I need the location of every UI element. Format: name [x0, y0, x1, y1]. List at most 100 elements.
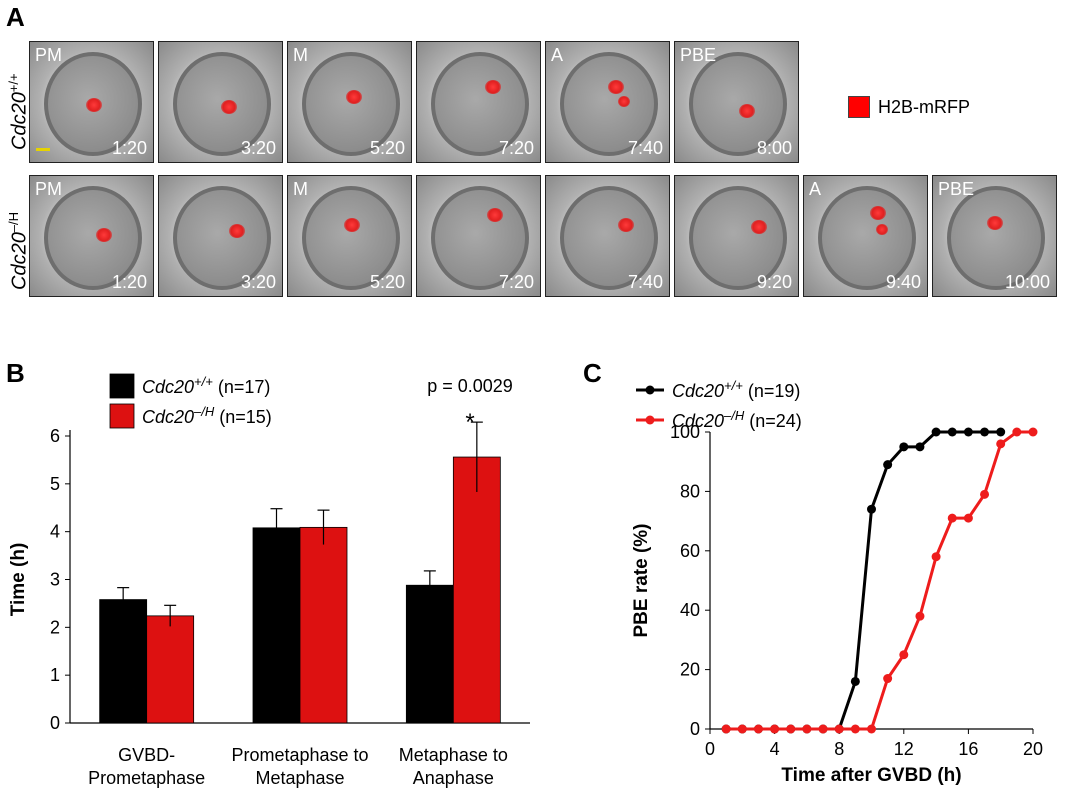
- series-point: [915, 442, 925, 452]
- y-tick-label: 6: [50, 426, 60, 446]
- x-category-label: Metaphase to: [399, 745, 508, 765]
- series-point: [721, 724, 731, 734]
- legend-swatch: [109, 373, 135, 399]
- stage-label: A: [809, 179, 822, 199]
- legend-label: Cdc20+/+ (n=19): [672, 378, 800, 401]
- timepoint-label: 7:20: [498, 138, 534, 158]
- row2-genotype-label: Cdc20–/H: [6, 212, 32, 290]
- x-tick-label: 8: [834, 739, 844, 759]
- stage-label: PBE: [938, 179, 975, 199]
- oocyte-cell: [431, 52, 529, 156]
- series-point: [996, 439, 1006, 449]
- panel-c-letter: C: [583, 358, 602, 388]
- legend-marker: [645, 385, 655, 395]
- oocyte-cell: [947, 186, 1045, 290]
- chromosome-signal: [618, 96, 630, 107]
- series-point: [980, 489, 990, 499]
- chromosome-signal: [987, 216, 1003, 230]
- chromosome-signal: [876, 224, 888, 235]
- chromosome-signal: [739, 104, 755, 118]
- series-point: [980, 427, 990, 437]
- oocyte-cell: [302, 186, 400, 290]
- chromosome-signal: [346, 90, 362, 104]
- x-category-label: GVBD-: [118, 745, 175, 765]
- row1-genotype-sup: +/+: [6, 73, 21, 93]
- x-tick-label: 0: [705, 739, 715, 759]
- series-point: [996, 427, 1006, 437]
- y-tick-label: 4: [50, 522, 60, 542]
- y-axis-title: PBE rate (%): [631, 523, 652, 637]
- y-tick-label: 0: [690, 719, 700, 739]
- series-point: [786, 724, 796, 734]
- row1-frame: 3:20: [158, 41, 283, 163]
- timepoint-label: 1:20: [111, 138, 147, 158]
- row1-frame: A 7:40: [545, 41, 670, 163]
- x-tick-label: 4: [770, 739, 780, 759]
- stage-label: PBE: [680, 45, 717, 65]
- chromosome-signal: [221, 100, 237, 114]
- x-tick-label: 16: [958, 739, 978, 759]
- chromosome-signal: [96, 228, 112, 242]
- chromosome-signal: [229, 224, 245, 238]
- x-category-label: Metaphase: [255, 768, 344, 788]
- row2-frame: 7:20: [416, 175, 541, 297]
- series-point: [737, 724, 747, 734]
- y-tick-label: 40: [680, 600, 700, 620]
- row2-frame: M 5:20: [287, 175, 412, 297]
- series-point: [753, 724, 763, 734]
- x-category-label: Prometaphase: [88, 768, 205, 788]
- y-tick-label: 3: [50, 570, 60, 590]
- mrfp-legend-label: H2B-mRFP: [878, 96, 971, 117]
- y-tick-label: 80: [680, 481, 700, 501]
- oocyte-cell: [44, 186, 142, 290]
- series-point: [834, 724, 844, 734]
- y-axis-title: Time (h): [8, 543, 29, 617]
- x-category-label: Prometaphase to: [231, 745, 368, 765]
- legend-label: Cdc20–/H (n=15): [142, 404, 272, 427]
- chromosome-signal: [870, 206, 886, 220]
- row1-frame: 7:20: [416, 41, 541, 163]
- timepoint-label: 10:00: [1004, 272, 1050, 292]
- row1-frame: M 5:20: [287, 41, 412, 163]
- x-tick-label: 20: [1023, 739, 1043, 759]
- row2-frame: 9:20: [674, 175, 799, 297]
- mrfp-legend-swatch: [848, 96, 870, 118]
- series-point: [931, 552, 941, 562]
- bar: [99, 599, 148, 724]
- timepoint-label: 9:40: [885, 272, 921, 292]
- panel-a-letter: A: [6, 2, 25, 32]
- stage-label: PM: [35, 45, 62, 65]
- legend-swatch: [109, 403, 135, 429]
- row2-frame: PBE 10:00: [932, 175, 1057, 297]
- scale-bar: [36, 148, 50, 151]
- oocyte-cell: [689, 186, 787, 290]
- mrfp-legend: H2B-mRFP: [848, 96, 970, 118]
- row2-genotype-name: Cdc20: [8, 232, 31, 290]
- chromosome-signal: [487, 208, 503, 222]
- series-point: [1012, 427, 1022, 437]
- series-point: [770, 724, 780, 734]
- legend-label: Cdc20–/H (n=24): [672, 408, 802, 431]
- series-point: [947, 513, 957, 523]
- timepoint-label: 9:20: [756, 272, 792, 292]
- series-point: [867, 724, 876, 734]
- row1-frame: PBE 8:00: [674, 41, 799, 163]
- series-point: [899, 442, 909, 452]
- row1-frame: PM 1:20: [29, 41, 154, 163]
- y-tick-label: 5: [50, 474, 60, 494]
- legend-marker: [645, 415, 655, 425]
- series-point: [1028, 427, 1038, 437]
- bar: [405, 584, 454, 724]
- timepoint-label: 8:00: [756, 138, 792, 158]
- timepoint-label: 3:20: [240, 138, 276, 158]
- stage-label: PM: [35, 179, 62, 199]
- oocyte-cell: [560, 52, 658, 156]
- timepoint-label: 7:40: [627, 272, 663, 292]
- y-tick-label: 0: [50, 713, 60, 733]
- bar: [299, 526, 348, 724]
- y-tick-label: 60: [680, 541, 700, 561]
- timepoint-label: 1:20: [111, 272, 147, 292]
- timepoint-label: 7:40: [627, 138, 663, 158]
- oocyte-cell: [302, 52, 400, 156]
- row1-genotype-name: Cdc20: [8, 92, 31, 150]
